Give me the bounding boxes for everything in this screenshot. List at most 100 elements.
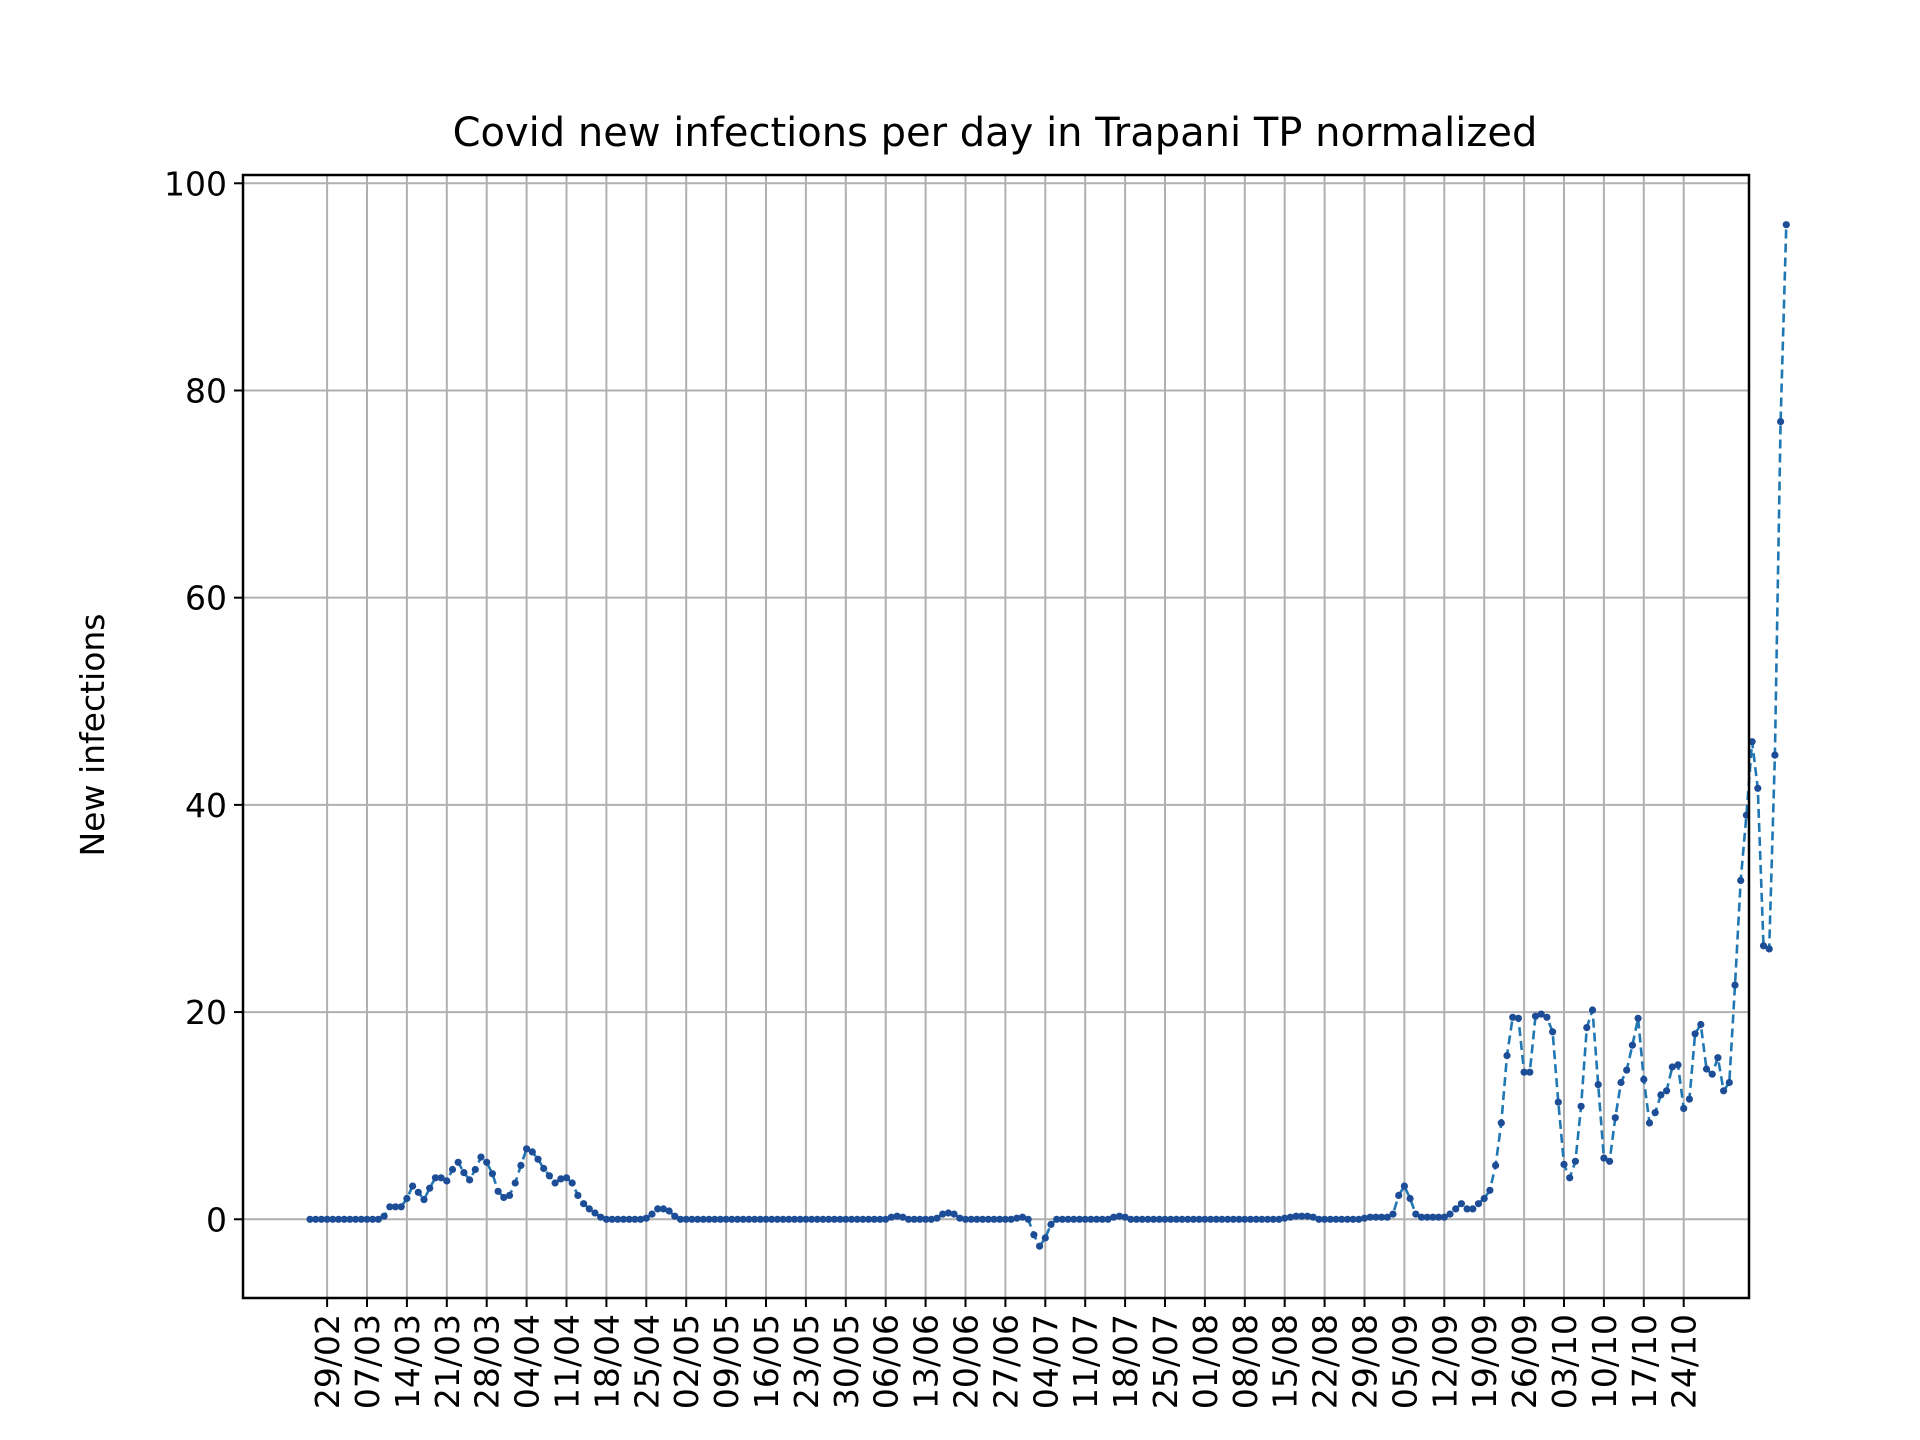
x-tick-label: 15/08 (1266, 1314, 1305, 1409)
data-point (523, 1145, 531, 1153)
data-point (1007, 1215, 1015, 1223)
data-point (580, 1200, 588, 1208)
data-point (540, 1164, 548, 1173)
data-point (1024, 1215, 1032, 1223)
data-point (830, 1215, 839, 1223)
data-point (1207, 1215, 1215, 1223)
data-point (431, 1174, 439, 1182)
data-point (751, 1215, 759, 1223)
data-point (1372, 1213, 1380, 1221)
data-point (505, 1191, 514, 1199)
data-point (671, 1212, 679, 1220)
data-point (1201, 1215, 1209, 1223)
data-point (1765, 945, 1773, 953)
data-point (1440, 1213, 1448, 1221)
data-point (574, 1191, 582, 1199)
data-point (728, 1215, 736, 1223)
data-point (1070, 1215, 1078, 1223)
data-point (597, 1213, 605, 1221)
y-axis-label: New infections (73, 613, 112, 856)
x-tick-label: 12/09 (1425, 1314, 1464, 1409)
y-tick-label: 60 (185, 579, 227, 618)
data-point (694, 1215, 702, 1223)
data-point (306, 1215, 314, 1223)
data-point (939, 1210, 947, 1218)
data-point (1720, 1087, 1728, 1095)
data-point (1155, 1215, 1163, 1223)
data-point (1634, 1014, 1642, 1022)
data-point (471, 1165, 479, 1174)
data-point (1115, 1212, 1123, 1220)
x-tick-label: 18/07 (1106, 1314, 1145, 1409)
data-point (477, 1153, 485, 1161)
data-point (1674, 1061, 1682, 1069)
data-point (904, 1215, 913, 1223)
x-tick-label: 11/07 (1066, 1314, 1105, 1409)
data-point (323, 1215, 331, 1223)
x-tick-label: 08/08 (1226, 1314, 1265, 1409)
data-point (614, 1215, 622, 1223)
data-point (1588, 1006, 1597, 1014)
data-point (1400, 1182, 1408, 1190)
x-tick-label: 13/06 (907, 1314, 946, 1409)
x-tick-label: 17/10 (1625, 1314, 1664, 1409)
data-point (1292, 1212, 1300, 1220)
data-point (847, 1215, 856, 1223)
data-point (334, 1215, 343, 1223)
data-point (619, 1215, 628, 1223)
data-point (557, 1175, 565, 1183)
data-point (859, 1215, 867, 1223)
data-point (1777, 418, 1785, 426)
x-tick-label: 07/03 (348, 1314, 387, 1409)
data-point (386, 1203, 394, 1211)
data-point (1600, 1154, 1608, 1162)
data-point (1338, 1215, 1346, 1223)
data-point (1252, 1215, 1260, 1223)
data-point (1526, 1068, 1534, 1076)
data-point (1452, 1205, 1460, 1213)
data-point (352, 1215, 360, 1223)
data-point (591, 1209, 599, 1217)
data-point (773, 1215, 782, 1223)
data-point (1577, 1102, 1585, 1110)
data-point (608, 1215, 616, 1223)
data-point (1360, 1214, 1369, 1222)
data-point (1520, 1068, 1528, 1076)
data-point (517, 1161, 525, 1169)
data-point (745, 1215, 753, 1223)
data-point (984, 1215, 992, 1223)
data-point (1167, 1215, 1175, 1223)
x-tick-label: 18/04 (587, 1314, 626, 1409)
data-point (369, 1215, 377, 1223)
data-point (1708, 1070, 1716, 1078)
data-point (916, 1215, 924, 1223)
x-tick-label: 10/10 (1585, 1314, 1624, 1409)
data-point (534, 1155, 542, 1163)
data-point (1754, 784, 1762, 792)
data-point (1178, 1215, 1186, 1223)
x-tick-label: 14/03 (388, 1314, 427, 1409)
x-axis: 29/02 07/03 14/03 21/03 28/03 04/04 11/04 18/04… (308, 1298, 1704, 1409)
data-point (1543, 1013, 1551, 1021)
data-point (1053, 1215, 1061, 1223)
x-tick-label: 03/10 (1545, 1314, 1584, 1409)
data-point (1657, 1091, 1665, 1099)
data-point (1127, 1215, 1135, 1223)
data-point (762, 1215, 770, 1223)
data-point (426, 1184, 434, 1192)
data-point (1269, 1215, 1277, 1223)
data-point (1423, 1213, 1431, 1221)
x-tick-label: 29/08 (1346, 1314, 1385, 1409)
data-point (1298, 1212, 1306, 1220)
data-point (1531, 1012, 1540, 1020)
data-point (1224, 1215, 1232, 1223)
data-point (996, 1215, 1004, 1223)
data-point (500, 1193, 508, 1202)
data-point (1537, 1010, 1545, 1018)
data-point (882, 1215, 890, 1223)
data-point (1195, 1215, 1203, 1223)
data-point (1275, 1215, 1283, 1223)
y-tick-label: 20 (185, 993, 227, 1032)
data-point (865, 1215, 873, 1223)
